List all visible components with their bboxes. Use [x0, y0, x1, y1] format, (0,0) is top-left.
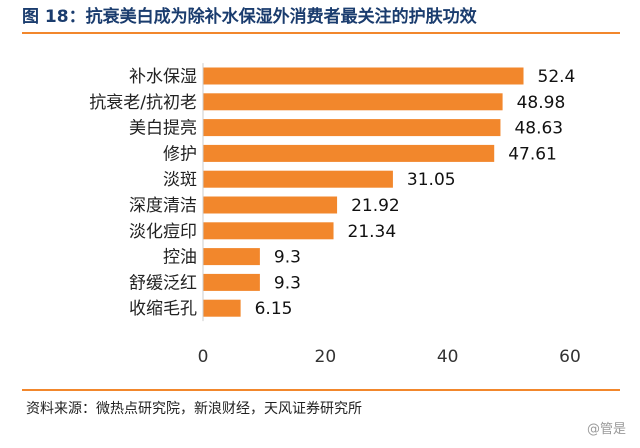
x-tick-0: 0 [198, 347, 209, 367]
value-label-8: 9.3 [274, 248, 301, 268]
bars-group [203, 67, 524, 317]
bar-3 [203, 119, 501, 137]
value-label-4: 47.61 [508, 144, 557, 164]
value-label-3: 48.63 [514, 119, 563, 139]
bar-6 [203, 196, 338, 214]
bar-10 [203, 299, 241, 317]
value-label-6: 21.92 [351, 196, 400, 216]
bar-5 [203, 170, 393, 188]
value-label-9: 9.3 [274, 273, 301, 293]
watermark: @管是 [586, 422, 626, 437]
bar-2 [203, 93, 503, 111]
title-rule [22, 32, 620, 34]
bar-7 [203, 222, 334, 240]
x-tick-40: 40 [437, 347, 459, 367]
category-label-2: 抗衰老/抗初老 [89, 93, 197, 113]
category-label-10: 收缩毛孔 [129, 299, 197, 319]
category-label-9: 舒缓泛红 [129, 273, 197, 293]
bar-9 [203, 273, 260, 291]
category-label-1: 补水保湿 [129, 67, 197, 87]
x-tick-20: 20 [315, 347, 337, 367]
category-label-3: 美白提亮 [129, 119, 197, 139]
x-tick-labels: 0 20 40 60 [198, 347, 581, 367]
category-label-8: 控油 [163, 248, 197, 268]
chart-title: 图 18：抗衰美白成为除补水保湿外消费者最关注的护肤功效 [22, 7, 477, 27]
source-note: 资料来源：微热点研究院，新浪财经，天风证券研究所 [26, 401, 362, 417]
bar-8 [203, 248, 260, 266]
bar-1 [203, 67, 524, 85]
value-label-5: 31.05 [407, 170, 456, 190]
category-label-4: 修护 [163, 144, 197, 164]
source-rule [22, 389, 620, 391]
bar-4 [203, 144, 495, 162]
category-label-7: 淡化痘印 [129, 222, 197, 242]
value-label-2: 48.98 [517, 93, 566, 113]
category-label-6: 深度清洁 [129, 196, 197, 216]
value-labels: 52.4 48.98 48.63 47.61 31.05 21.92 21.34 9.3 9.3… [255, 67, 576, 319]
value-label-10: 6.15 [255, 299, 293, 319]
x-tick-60: 60 [559, 347, 581, 367]
category-label-5: 淡斑 [163, 170, 197, 190]
value-label-7: 21.34 [348, 222, 397, 242]
value-label-1: 52.4 [538, 67, 576, 87]
